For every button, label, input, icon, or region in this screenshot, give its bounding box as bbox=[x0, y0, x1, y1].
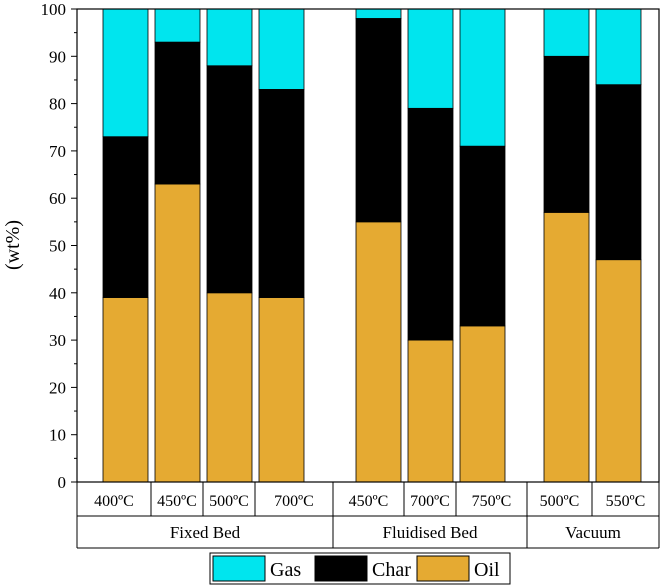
bar-gas-7 bbox=[543, 8, 590, 57]
bar-oil-5 bbox=[407, 339, 454, 483]
y-tick-label: 40 bbox=[49, 284, 66, 303]
bar-gas-6 bbox=[459, 8, 506, 147]
legend-swatch-oil bbox=[416, 555, 470, 582]
bar-oil-4 bbox=[355, 221, 402, 483]
x-category-label: 550ºC bbox=[606, 493, 646, 510]
bar-char-4 bbox=[355, 18, 402, 223]
bar-char-5 bbox=[407, 107, 454, 341]
bar-char-7 bbox=[543, 55, 590, 213]
y-axis-label: (wt%) bbox=[2, 220, 24, 270]
axis-layer: 0 10 20 30 40 50 60 70 80 90 100 bbox=[41, 0, 660, 492]
bars-layer bbox=[102, 8, 642, 483]
bar-gas-0 bbox=[102, 8, 149, 138]
bar-gas-5 bbox=[407, 8, 454, 109]
bar-oil-1 bbox=[154, 183, 201, 483]
bar-oil-2 bbox=[206, 292, 253, 483]
bar-gas-1 bbox=[154, 8, 201, 43]
legend-label-char: Char bbox=[372, 559, 411, 581]
category-table: 400ºC 450ºC 500ºC 700ºC 450ºC 700ºC 750ºC 500ºC… bbox=[76, 482, 660, 549]
bar-char-8 bbox=[595, 84, 642, 261]
bar-char-2 bbox=[206, 65, 253, 294]
y-tick-label: 70 bbox=[49, 142, 66, 161]
bar-oil-8 bbox=[595, 259, 642, 483]
x-category-label: 750ºC bbox=[472, 493, 512, 510]
y-tick-label: 80 bbox=[49, 95, 66, 114]
x-group-label: Fixed Bed bbox=[170, 523, 241, 542]
x-category-label: 700ºC bbox=[410, 493, 450, 510]
bar-char-3 bbox=[258, 89, 305, 298]
x-category-label: 700ºC bbox=[274, 493, 314, 510]
bar-oil-6 bbox=[459, 325, 506, 483]
y-tick-label: 30 bbox=[49, 331, 66, 350]
y-tick-label: 0 bbox=[58, 473, 67, 492]
x-category-label: 500ºC bbox=[209, 493, 249, 510]
legend-swatch-gas bbox=[212, 555, 266, 582]
y-tick-label: 10 bbox=[49, 426, 66, 445]
bar-oil-0 bbox=[102, 297, 149, 483]
bar-gas-2 bbox=[206, 8, 253, 67]
x-category-label: 400ºC bbox=[94, 493, 134, 510]
y-tick-label: 20 bbox=[49, 378, 66, 397]
legend-label-gas: Gas bbox=[270, 559, 301, 581]
x-category-label: 450ºC bbox=[349, 493, 389, 510]
legend-swatch-char bbox=[314, 555, 368, 582]
legend-label-oil: Oil bbox=[474, 559, 500, 581]
x-category-label: 500ºC bbox=[540, 493, 580, 510]
x-group-label: Fluidised Bed bbox=[383, 523, 478, 542]
bar-gas-4 bbox=[355, 8, 402, 19]
x-category-label: 450ºC bbox=[157, 493, 197, 510]
bar-gas-8 bbox=[595, 8, 642, 86]
bar-char-0 bbox=[102, 136, 149, 298]
bar-char-1 bbox=[154, 41, 201, 185]
bar-oil-7 bbox=[543, 211, 590, 483]
x-group-label: Vacuum bbox=[565, 523, 621, 542]
y-tick-label: 100 bbox=[41, 0, 67, 19]
bar-char-6 bbox=[459, 145, 506, 327]
bar-oil-3 bbox=[258, 297, 305, 483]
bar-gas-3 bbox=[258, 8, 305, 90]
y-tick-label: 90 bbox=[49, 47, 66, 66]
legend: Gas Char Oil bbox=[209, 552, 511, 585]
y-tick-label: 60 bbox=[49, 189, 66, 208]
y-tick-label: 50 bbox=[49, 237, 66, 256]
